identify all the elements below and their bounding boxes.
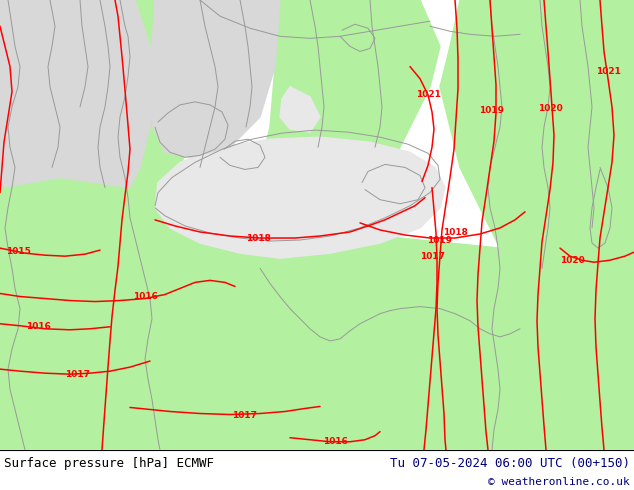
Text: Surface pressure [hPa] ECMWF: Surface pressure [hPa] ECMWF	[4, 457, 214, 470]
Text: 1019: 1019	[427, 236, 453, 245]
Polygon shape	[280, 87, 320, 132]
Polygon shape	[250, 0, 440, 269]
Text: 1020: 1020	[560, 256, 585, 265]
Text: 1016: 1016	[323, 437, 347, 446]
Polygon shape	[0, 0, 155, 188]
Text: 1015: 1015	[6, 246, 30, 256]
Text: 1016: 1016	[25, 322, 51, 331]
Polygon shape	[0, 177, 634, 450]
Text: 1017: 1017	[420, 252, 446, 261]
Text: 1017: 1017	[233, 411, 257, 420]
Text: 1020: 1020	[538, 104, 562, 113]
Text: Tu 07-05-2024 06:00 UTC (00+150): Tu 07-05-2024 06:00 UTC (00+150)	[390, 457, 630, 470]
Polygon shape	[150, 0, 280, 157]
Text: 1017: 1017	[65, 369, 91, 379]
Polygon shape	[362, 170, 420, 203]
Text: 1021: 1021	[595, 67, 621, 76]
Text: 1018: 1018	[443, 228, 467, 238]
Text: 1016: 1016	[133, 292, 157, 301]
Text: 1019: 1019	[479, 106, 505, 116]
Text: © weatheronline.co.uk: © weatheronline.co.uk	[488, 477, 630, 487]
Polygon shape	[120, 0, 220, 329]
Polygon shape	[440, 0, 634, 450]
Polygon shape	[300, 67, 370, 137]
Polygon shape	[155, 137, 445, 258]
Text: 1018: 1018	[245, 234, 271, 243]
Text: 1021: 1021	[415, 90, 441, 99]
